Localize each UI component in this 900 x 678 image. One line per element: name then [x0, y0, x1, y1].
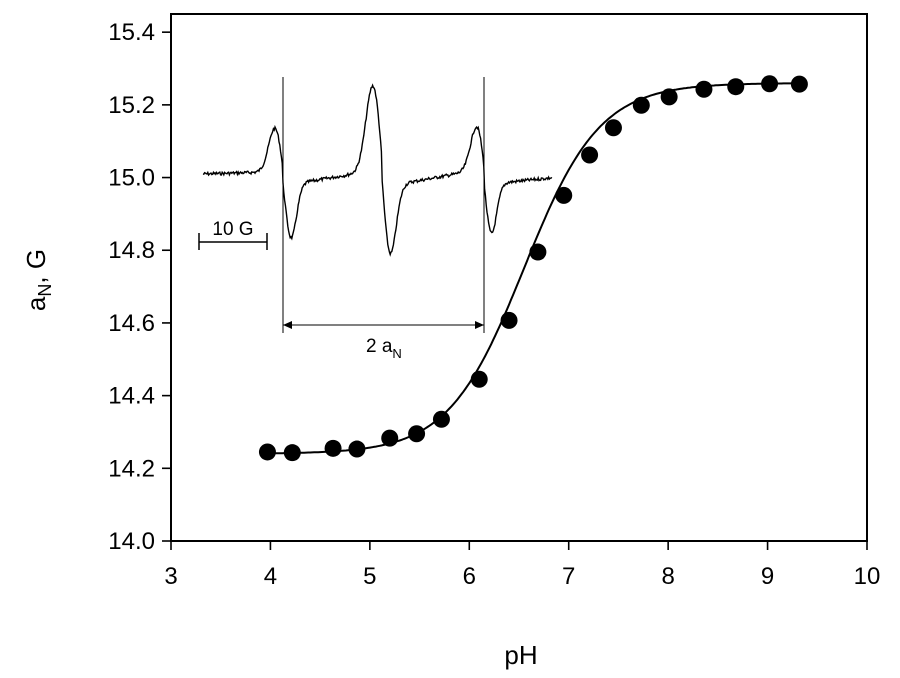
y-tick-label: 14.4 — [108, 383, 155, 410]
x-tick-label: 8 — [661, 563, 674, 590]
data-point — [695, 80, 713, 98]
y-tick-label: 14.0 — [108, 528, 155, 555]
x-tick-label: 10 — [854, 563, 881, 590]
data-point — [381, 429, 399, 447]
x-tick-label: 9 — [761, 563, 774, 590]
data-point — [790, 75, 808, 93]
y-axis-title: aN, G — [21, 249, 55, 311]
y-tick-label: 14.8 — [108, 237, 155, 264]
data-point — [529, 243, 547, 261]
data-point — [258, 443, 276, 461]
y-tick-label: 14.2 — [108, 455, 155, 482]
plot-frame — [170, 13, 868, 542]
data-point — [470, 370, 488, 388]
data-point — [604, 119, 622, 137]
data-point — [283, 444, 301, 462]
data-point — [324, 439, 342, 457]
epr-spectrum-inset: 10 G 2 aN — [198, 77, 553, 361]
y-axis: 14.0 14.2 14.4 14.6 14.8 15.0 15.2 15.4 — [108, 19, 171, 555]
data-point — [432, 410, 450, 428]
sigmoid-fit-line — [270, 82, 800, 455]
data-point — [727, 78, 745, 96]
spacing-marker: 2 aN — [282, 77, 485, 361]
data-point — [660, 88, 678, 106]
fit-curve — [270, 82, 800, 455]
data-point — [761, 75, 779, 93]
y-tick-label: 15.2 — [108, 92, 155, 119]
x-axis: 3 4 5 6 7 8 9 10 — [164, 541, 880, 590]
scale-bar: 10 G — [198, 219, 268, 250]
y-tick-label: 15.0 — [108, 165, 155, 192]
x-axis-title: pH — [504, 640, 537, 670]
x-tick-label: 4 — [264, 563, 277, 590]
data-point — [581, 146, 599, 164]
spacing-label: 2 aN — [366, 336, 402, 361]
x-tick-label: 7 — [562, 563, 575, 590]
data-point — [500, 311, 518, 329]
data-point — [555, 186, 573, 204]
data-point — [632, 96, 650, 114]
scale-bar-label: 10 G — [212, 219, 253, 240]
y-tick-label: 15.4 — [108, 19, 155, 46]
x-tick-label: 6 — [463, 563, 476, 590]
data-point — [408, 425, 426, 443]
plot-area-border — [170, 13, 868, 542]
x-tick-label: 5 — [363, 563, 376, 590]
data-points — [258, 75, 808, 462]
y-tick-label: 14.6 — [108, 310, 155, 337]
x-tick-label: 3 — [164, 563, 177, 590]
data-point — [348, 440, 366, 458]
epr-spectrum-trace — [202, 83, 553, 257]
